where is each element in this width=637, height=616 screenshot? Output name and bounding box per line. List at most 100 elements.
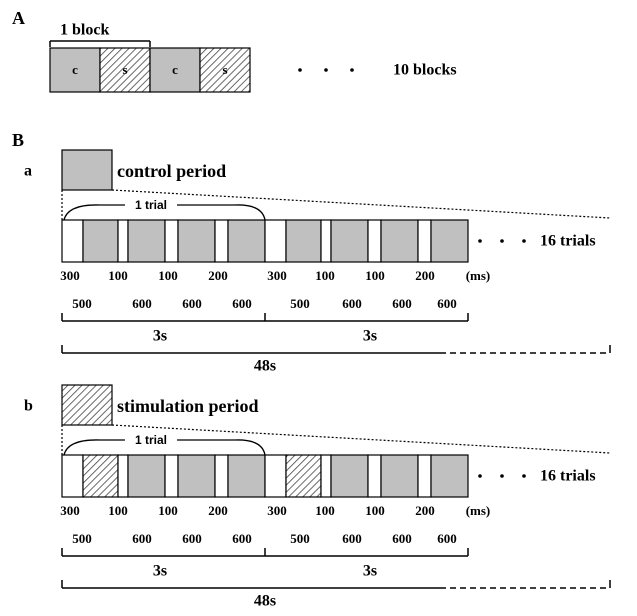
- block-letter: c: [72, 62, 78, 77]
- count-label: 16 trials: [540, 233, 596, 250]
- block-letter: s: [222, 62, 227, 77]
- segment: [430, 454, 469, 498]
- segment: [330, 219, 369, 263]
- segment: [264, 219, 287, 263]
- segment: [177, 219, 216, 263]
- period-box: [61, 384, 113, 426]
- count-label: 10 blocks: [393, 62, 457, 79]
- segment: [214, 454, 229, 498]
- duration: 600: [392, 296, 412, 311]
- period-label: stimulation period: [117, 396, 259, 416]
- trial-label-bg: [125, 433, 177, 447]
- block-label: 1 block: [60, 22, 109, 39]
- segment: [367, 219, 382, 263]
- total-time: 48s: [254, 593, 276, 610]
- panel-label: B: [12, 130, 24, 150]
- segment: [330, 454, 369, 498]
- segment: [82, 454, 119, 498]
- dot: [324, 68, 328, 72]
- trial-time: 3s: [153, 328, 167, 345]
- trial-label: 1 trial: [135, 198, 167, 212]
- trial-time: 3s: [363, 328, 377, 345]
- duration: 600: [182, 296, 202, 311]
- segment: [117, 219, 129, 263]
- onset: 300: [267, 268, 287, 283]
- dot: [298, 68, 302, 72]
- segment: [380, 454, 419, 498]
- onset: 100: [108, 503, 128, 518]
- dot: [478, 239, 482, 243]
- duration: 600: [392, 531, 412, 546]
- dot: [478, 474, 482, 478]
- onset: 100: [158, 503, 178, 518]
- onset: 200: [208, 268, 228, 283]
- onset: 100: [365, 503, 385, 518]
- dot: [522, 239, 526, 243]
- duration: 500: [290, 296, 310, 311]
- duration: 600: [342, 296, 362, 311]
- unit: (ms): [466, 268, 491, 283]
- block: [149, 47, 201, 93]
- block-letter: c: [172, 62, 178, 77]
- duration: 600: [437, 531, 457, 546]
- period-label: control period: [117, 161, 226, 181]
- onset: 200: [415, 503, 435, 518]
- onset: 100: [108, 268, 128, 283]
- onset: 100: [315, 503, 335, 518]
- dot: [500, 474, 504, 478]
- duration: 600: [232, 296, 252, 311]
- duration: 600: [132, 531, 152, 546]
- subpanel-label: b: [24, 398, 33, 415]
- onset: 300: [60, 503, 80, 518]
- segment: [127, 219, 166, 263]
- block: [99, 47, 151, 93]
- trial-time: 3s: [363, 563, 377, 580]
- segment: [127, 454, 166, 498]
- duration: 600: [132, 296, 152, 311]
- segment: [164, 454, 179, 498]
- duration: 600: [342, 531, 362, 546]
- duration: 500: [72, 296, 92, 311]
- onset: 200: [415, 268, 435, 283]
- segment: [430, 219, 469, 263]
- line: [111, 424, 611, 454]
- onset: 100: [365, 268, 385, 283]
- segment: [285, 454, 322, 498]
- duration: 600: [182, 531, 202, 546]
- segment: [367, 454, 382, 498]
- duration: 500: [290, 531, 310, 546]
- segment: [214, 219, 229, 263]
- subpanel-label: a: [24, 163, 32, 180]
- onset: 300: [60, 268, 80, 283]
- segment: [264, 454, 287, 498]
- duration: 500: [72, 531, 92, 546]
- segment: [61, 454, 84, 498]
- unit: (ms): [466, 503, 491, 518]
- trial-label: 1 trial: [135, 433, 167, 447]
- segment: [417, 219, 432, 263]
- segment: [285, 219, 322, 263]
- period-box: [61, 149, 113, 191]
- onset: 200: [208, 503, 228, 518]
- dot: [350, 68, 354, 72]
- segment: [227, 219, 266, 263]
- trial-label-bg: [125, 198, 177, 212]
- onset: 100: [315, 268, 335, 283]
- segment: [380, 219, 419, 263]
- trial-time: 3s: [153, 563, 167, 580]
- block: [49, 47, 101, 93]
- block-letter: s: [122, 62, 127, 77]
- segment: [177, 454, 216, 498]
- duration: 600: [232, 531, 252, 546]
- dot: [500, 239, 504, 243]
- duration: 600: [437, 296, 457, 311]
- onset: 100: [158, 268, 178, 283]
- block: [199, 47, 251, 93]
- segment: [61, 219, 84, 263]
- segment: [117, 454, 129, 498]
- segment: [417, 454, 432, 498]
- segment: [320, 454, 332, 498]
- line: [111, 189, 611, 219]
- onset: 300: [267, 503, 287, 518]
